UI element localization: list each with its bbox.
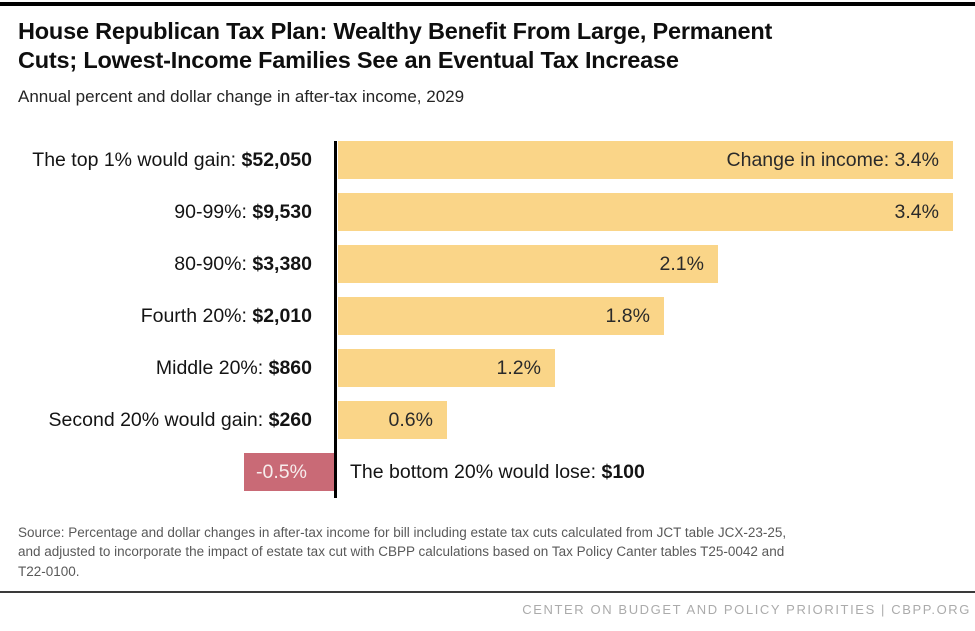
positive-bar: 0.6%: [338, 401, 447, 440]
category-label-text: 80-90%:: [174, 253, 253, 276]
footer-divider: [0, 590, 975, 593]
source-line-2: and adjusted to incorporate the impact o…: [18, 544, 785, 560]
title-line-1: House Republican Tax Plan: Wealthy Benef…: [18, 18, 773, 44]
positive-bar: 3.4%: [338, 193, 953, 232]
category-label-text: The top 1% would gain:: [32, 149, 242, 172]
source-line-3: T22-0100.: [18, 563, 80, 579]
bar-value-label: -0.5%: [256, 461, 307, 484]
dollar-amount: $52,050: [241, 149, 313, 172]
category-label-text: Middle 20%:: [155, 357, 269, 380]
bar-value-label: 1.8%: [605, 305, 650, 328]
bar-row: 1.2% Middle 20%: $860: [0, 349, 975, 388]
bar-row: Change in income: 3.4% The top 1% would g…: [0, 141, 975, 180]
source-line-1: Source: Percentage and dollar changes in…: [18, 525, 787, 541]
bar-row: -0.5% The bottom 20% would lose: $100: [0, 453, 975, 492]
chart-header: House Republican Tax Plan: Wealthy Benef…: [0, 6, 975, 107]
dollar-amount: $3,380: [252, 253, 312, 276]
zero-axis-line: [334, 141, 337, 499]
bar-row: 0.6% Second 20% would gain: $260: [0, 401, 975, 440]
bar-chart: Change in income: 3.4% The top 1% would g…: [0, 141, 975, 507]
category-label: Second 20% would gain: $260: [0, 401, 312, 439]
bar-value-label: 1.2%: [496, 357, 541, 380]
dollar-amount: $9,530: [252, 201, 312, 224]
positive-bar: Change in income: 3.4%: [338, 141, 953, 180]
category-label-text: The bottom 20% would lose:: [350, 461, 602, 484]
category-label: Fourth 20%: $2,010: [0, 297, 312, 335]
bar-row: 3.4% 90-99%: $9,530: [0, 193, 975, 232]
category-label: The bottom 20% would lose: $100: [350, 453, 645, 491]
bar-value-label: 0.6%: [388, 409, 433, 432]
category-label: 80-90%: $3,380: [0, 245, 312, 283]
chart-subtitle: Annual percent and dollar change in afte…: [18, 87, 465, 107]
top-border-rule: [0, 2, 975, 6]
positive-bar: 2.1%: [338, 245, 718, 284]
category-label: 90-99%: $9,530: [0, 193, 312, 231]
category-label-text: Second 20% would gain:: [48, 409, 269, 432]
positive-bar: 1.2%: [338, 349, 555, 388]
category-label-text: 90-99%:: [174, 201, 253, 224]
dollar-amount: $100: [601, 461, 645, 484]
bar-row: 2.1% 80-90%: $3,380: [0, 245, 975, 284]
dollar-amount: $860: [268, 357, 312, 380]
dollar-amount: $260: [268, 409, 312, 432]
bar-row: 1.8% Fourth 20%: $2,010: [0, 297, 975, 336]
category-label-text: Fourth 20%:: [140, 305, 253, 328]
negative-bar: -0.5%: [244, 453, 334, 492]
footer-attribution: CENTER ON BUDGET AND POLICY PRIORITIES |…: [522, 601, 971, 617]
category-label: The top 1% would gain: $52,050: [0, 141, 312, 179]
category-label: Middle 20%: $860: [0, 349, 312, 387]
bar-value-label: Change in income: 3.4%: [726, 149, 939, 172]
bar-value-label: 2.1%: [659, 253, 704, 276]
page-title: House Republican Tax Plan: Wealthy Benef…: [18, 17, 955, 74]
source-note: Source: Percentage and dollar changes in…: [18, 523, 955, 580]
positive-bar: 1.8%: [338, 297, 664, 336]
bar-value-label: 3.4%: [894, 201, 939, 224]
title-line-2: Cuts; Lowest-Income Families See an Even…: [18, 46, 679, 73]
dollar-amount: $2,010: [252, 305, 312, 328]
